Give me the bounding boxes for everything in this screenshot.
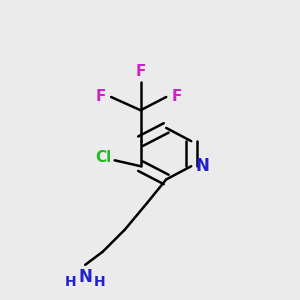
- Text: N: N: [78, 268, 92, 286]
- Text: F: F: [96, 89, 106, 104]
- Text: Cl: Cl: [95, 150, 111, 165]
- Text: H: H: [94, 275, 106, 290]
- Text: H: H: [65, 275, 76, 290]
- Text: F: F: [171, 89, 182, 104]
- Text: F: F: [135, 64, 146, 80]
- Text: N: N: [196, 157, 209, 175]
